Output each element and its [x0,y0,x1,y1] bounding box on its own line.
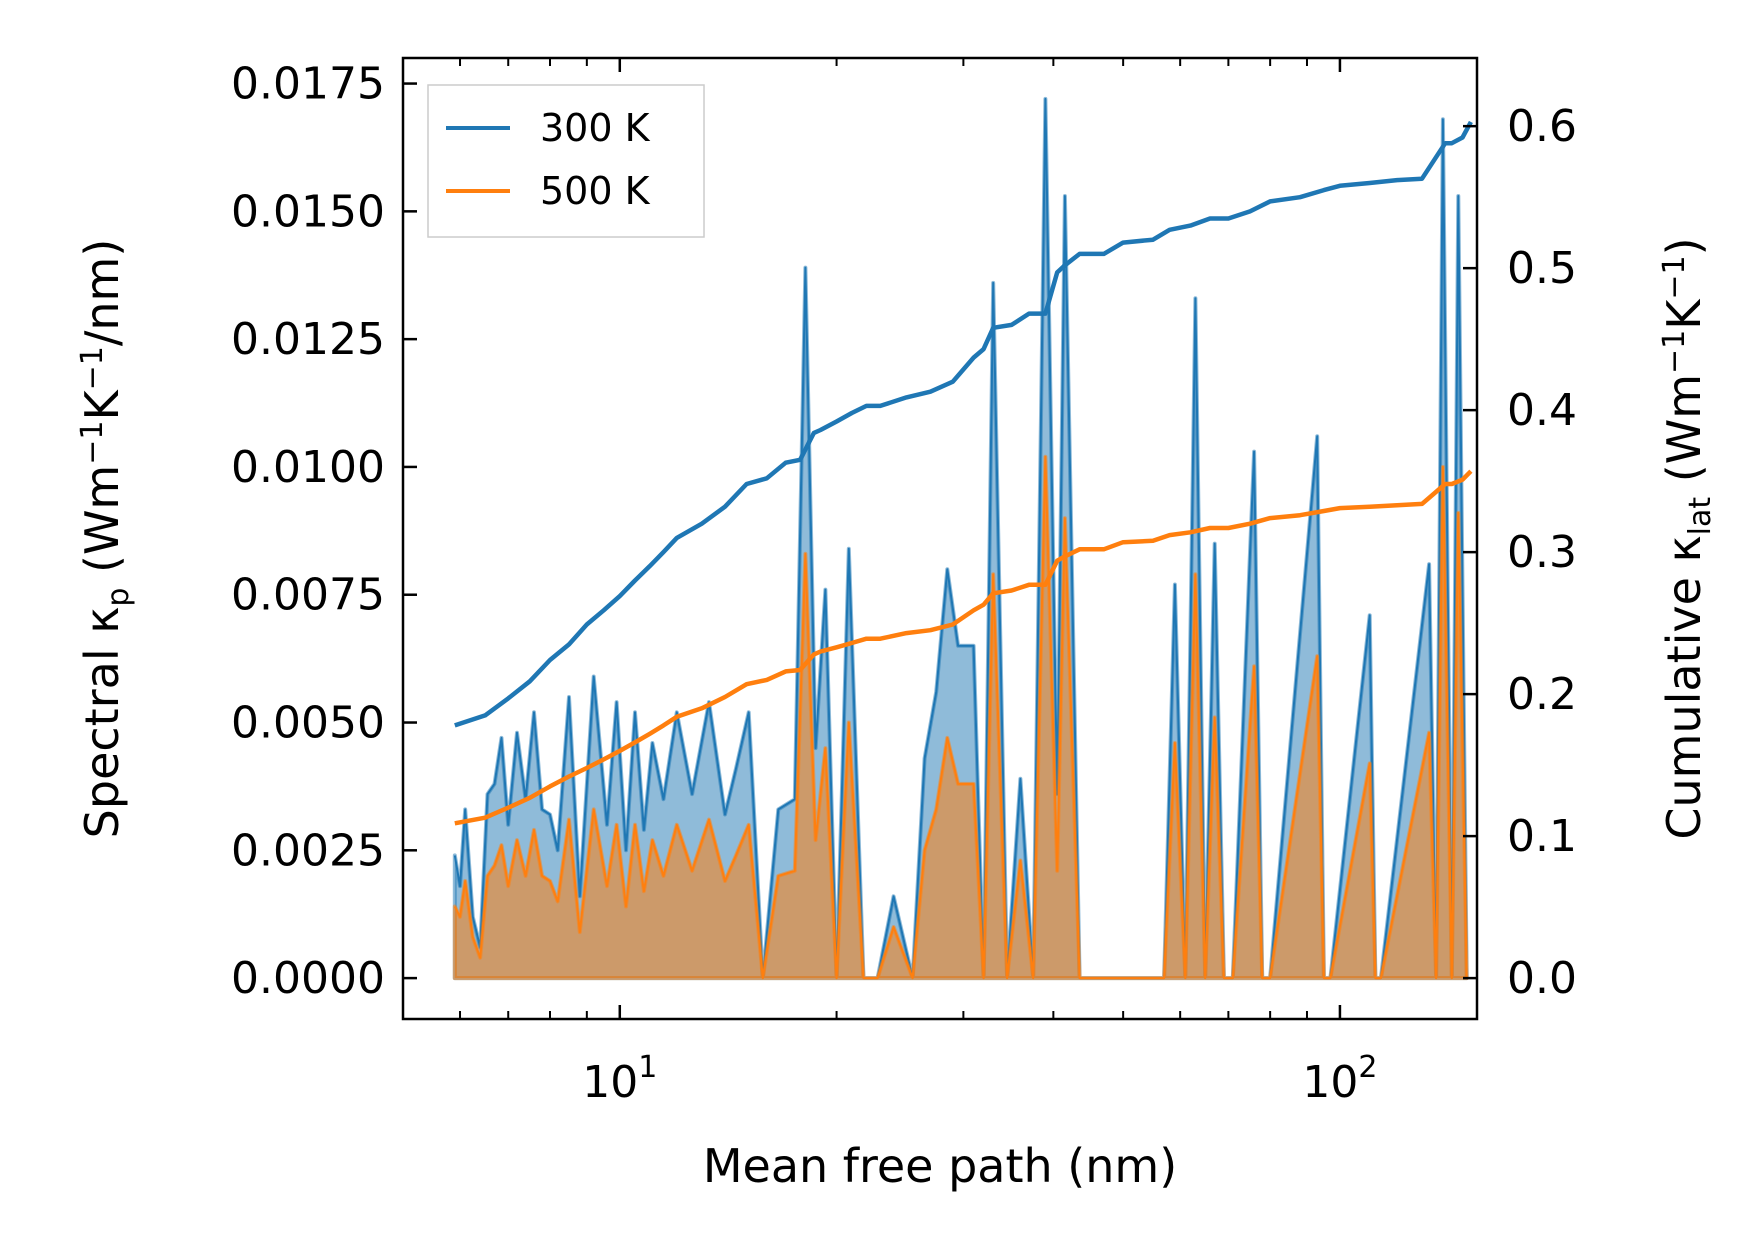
right-label-kappa: Cumulative κ [1657,535,1711,839]
right-tick-label: 0.3 [1507,527,1577,578]
left-tick-label: 0.0100 [231,442,385,493]
left-label-exp-2: −1 [75,346,110,390]
left-label-sub-p: p [101,588,136,607]
right-tick-label: 0.1 [1507,811,1577,862]
left-label-kappa: Spectral κ [75,607,129,839]
right-tick-label: 0.6 [1507,101,1577,152]
right-tick-label: 0.0 [1507,953,1577,1004]
cumulative-line-500k [454,469,1473,826]
cumulative-line-300k [454,120,1473,728]
left-tick-label: 0.0125 [231,314,385,365]
x-tick-base: 10 [582,1057,638,1108]
x-tick-base: 10 [1302,1057,1358,1108]
legend-box [427,84,705,238]
x-tick-label: 102 [1302,1050,1377,1108]
left-tick-label: 0.0150 [231,186,385,237]
x-tick-exponent: 2 [1358,1050,1377,1085]
right-label-sub-lat: lat [1683,497,1718,536]
legend: 300 K 500 K [427,84,705,238]
legend-label-500k: 500 K [540,169,651,213]
right-label-exp-2: −1 [1657,255,1692,299]
spectral-line-500k [453,455,1468,980]
left-tick-label: 0.0025 [231,825,385,876]
right-axis-label: Cumulative κlat (Wm−1K−1) [1657,237,1718,839]
legend-label-300k: 300 K [540,106,651,150]
right-label-tail: ) [1657,237,1711,255]
left-tick-label: 0.0075 [231,570,385,621]
right-label-units: (Wm [1657,374,1711,497]
left-tick-label: 0.0050 [231,698,385,749]
right-label-k: K [1657,298,1711,330]
left-label-exp-1: −1 [75,421,110,465]
spectral-fill-layer [452,96,1469,981]
left-tick-label: 0.0175 [231,59,385,110]
spectral-line-300k [453,97,1468,980]
plot-frame [401,56,1479,1021]
left-axis-label: Spectral κp (Wm−1K−1/nm) [75,239,136,839]
left-label-units: (Wm [75,465,129,588]
right-tick-label: 0.2 [1507,669,1577,720]
line-layer [454,120,1473,826]
right-tick-label: 0.5 [1507,243,1577,294]
right-tick-label: 0.4 [1507,385,1577,436]
x-tick-exponent: 1 [638,1050,657,1085]
axes-layer: 0.00000.00250.00500.00750.01000.01250.01… [231,58,1577,1108]
x-axis-label: Mean free path (nm) [703,1139,1177,1193]
left-tick-label: 0.0000 [231,953,385,1004]
left-label-tail: /nm) [75,239,129,346]
right-label-exp-1: −1 [1657,330,1692,374]
x-tick-label: 101 [582,1050,657,1108]
left-label-k: K [75,389,129,421]
